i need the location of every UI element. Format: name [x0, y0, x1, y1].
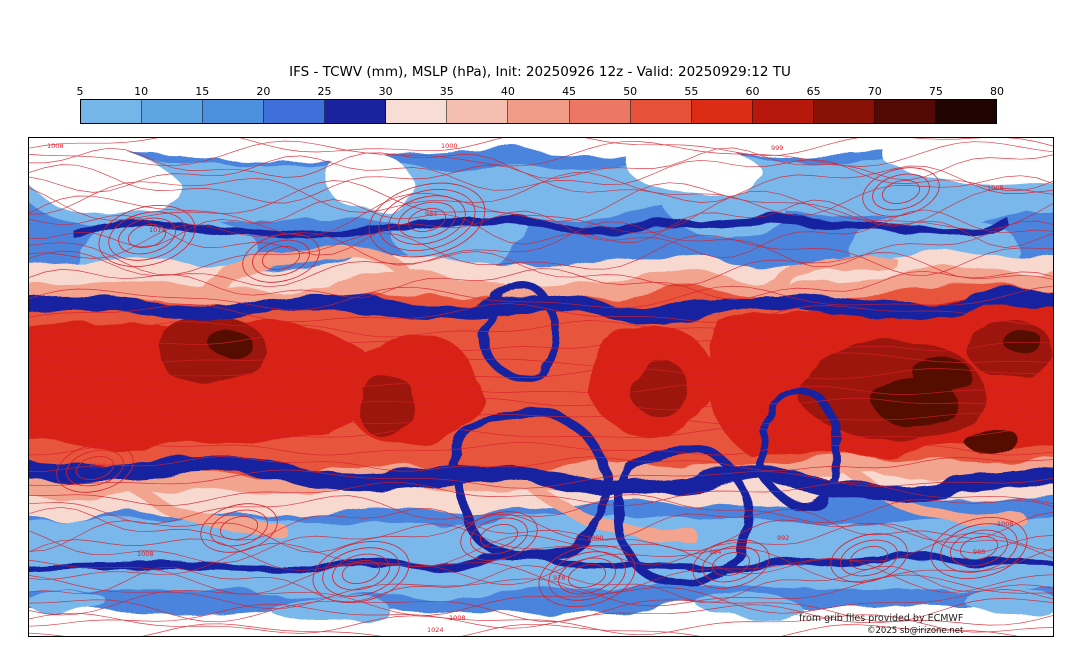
mslp-closed-lows-layer	[56, 167, 1028, 607]
colorbar-tick: 80	[990, 85, 1004, 98]
colorbar-tick: 25	[317, 85, 332, 98]
world-weather-map: 1008 1000 999 1008 1012 984 1006 1008 1000 978 984…	[29, 138, 1053, 636]
colorbar-segment	[752, 100, 814, 123]
colorbar-segment	[874, 100, 936, 123]
colorbar-segment	[386, 100, 448, 123]
map-frame: 1008 1000 999 1008 1012 984 1006 1008 1000 978 984…	[28, 137, 1054, 637]
mslp-label: 1008	[997, 520, 1014, 528]
mslp-label: 988	[973, 548, 985, 556]
colorbar-tick: 15	[195, 85, 210, 98]
colorbar-tick: 5	[76, 85, 84, 98]
colorbar-segment	[325, 100, 387, 123]
colorbar-tick: 10	[134, 85, 149, 98]
colorbar-segment	[81, 100, 143, 123]
mslp-label: 1000	[587, 534, 604, 542]
colorbar-segment	[813, 100, 875, 123]
colorbar-segment	[447, 100, 509, 123]
mslp-label: 1012	[149, 226, 166, 234]
colorbar-segment	[508, 100, 570, 123]
mslp-label: 1008	[987, 184, 1004, 192]
credit-source-text: from grib files provided by ECMWF	[799, 613, 963, 624]
mslp-label: 999	[771, 144, 783, 152]
colorbar-segment	[691, 100, 753, 123]
colorbar-tick: 50	[623, 85, 638, 98]
mslp-label: 1000	[441, 142, 458, 150]
mslp-label: 978	[553, 574, 565, 582]
mslp-label: 984	[709, 548, 721, 556]
colorbar-tick: 55	[684, 85, 699, 98]
colorbar-tick: 35	[439, 85, 454, 98]
colorbar-tick: 45	[562, 85, 577, 98]
mslp-label: 1008	[449, 614, 466, 622]
chart-title: IFS - TCWV (mm), MSLP (hPa), Init: 20250…	[289, 64, 791, 80]
colorbar-tick: 40	[500, 85, 515, 98]
mslp-label: 1024	[427, 626, 444, 634]
mslp-label: 1008	[47, 142, 64, 150]
colorbar-tick: 65	[806, 85, 821, 98]
colorbar-segment	[569, 100, 631, 123]
mslp-label: 1006	[89, 462, 106, 470]
colorbar-tick: 60	[745, 85, 760, 98]
mslp-labels-layer: 1008 1000 999 1008 1012 984 1006 1008 1000 978 984…	[47, 142, 1014, 634]
mslp-label: 1008	[137, 550, 154, 558]
credit-copyright-text: ©2025 sb@irizone.net	[867, 626, 964, 636]
colorbar-segment	[142, 100, 204, 123]
colorbar-tick: 30	[378, 85, 393, 98]
colorbar-segment	[935, 100, 996, 123]
colorbar-tick: 75	[928, 85, 943, 98]
mslp-label: 992	[777, 534, 789, 542]
colorbar-tick: 20	[256, 85, 271, 98]
mslp-label: 984	[425, 210, 437, 218]
colorbar-segment	[264, 100, 326, 123]
colorbar-segment	[630, 100, 692, 123]
colorbar-segment	[203, 100, 265, 123]
colorbar	[80, 99, 997, 124]
tcwv-field-layer	[29, 140, 1053, 622]
colorbar-tick: 70	[867, 85, 882, 98]
